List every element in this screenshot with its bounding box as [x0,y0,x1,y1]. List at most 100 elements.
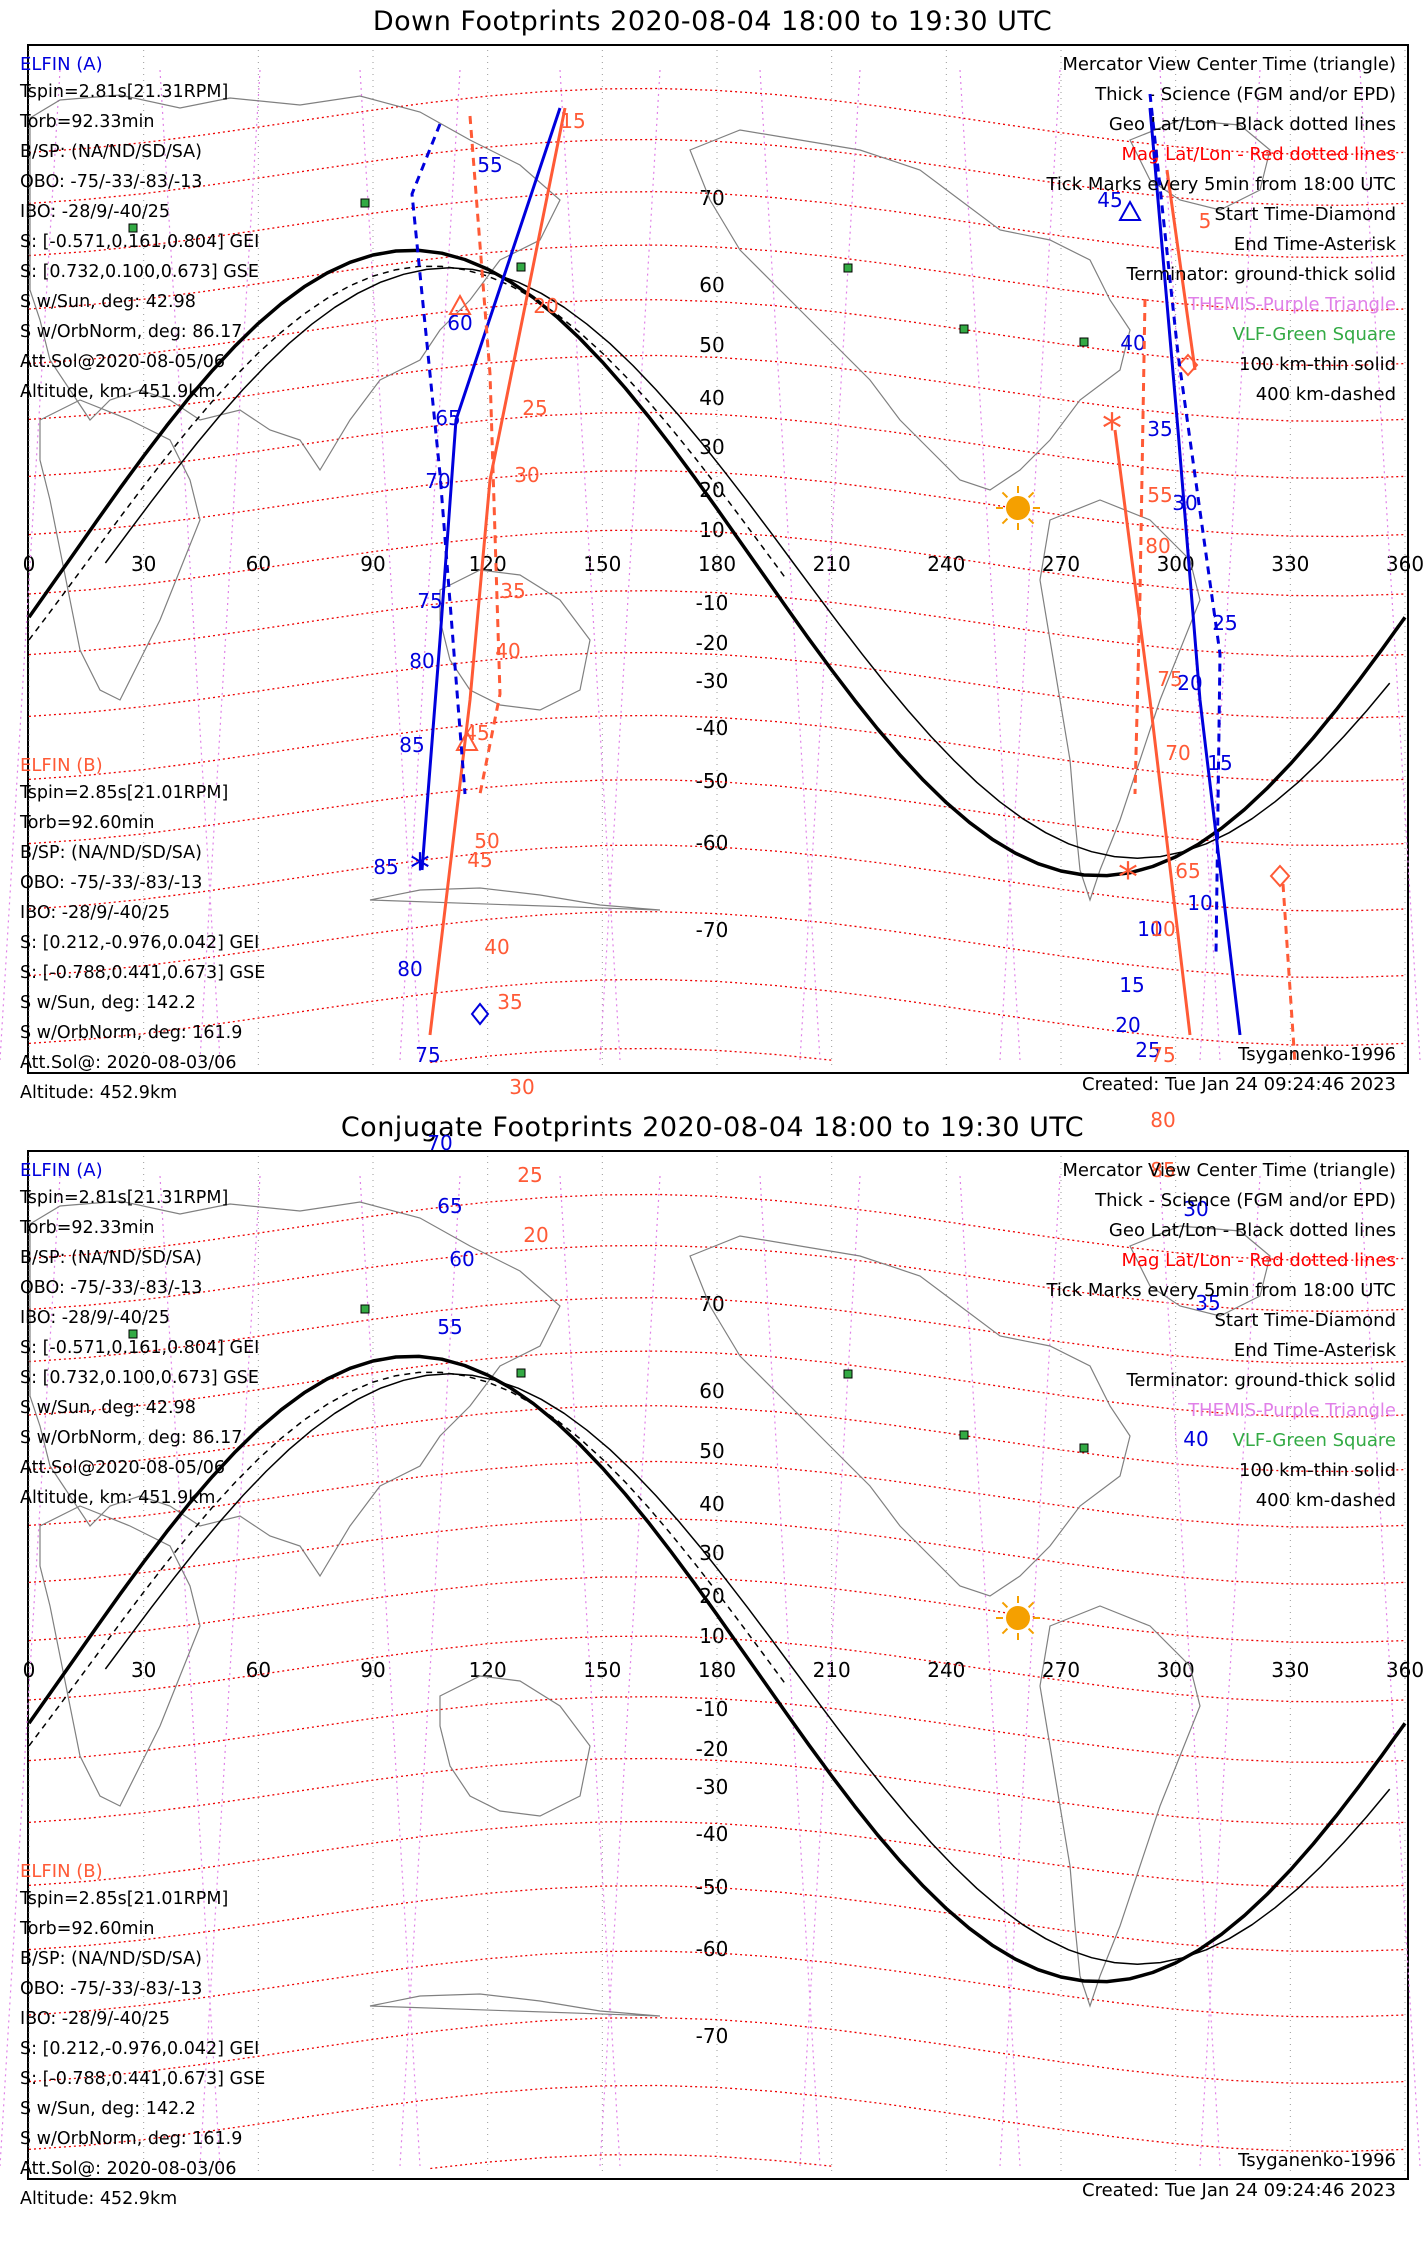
legend-line: 100 km-thin solid [1239,354,1396,375]
lat-tick-label: 10 [699,518,724,542]
elfin-b-tick-label: 35 [500,579,525,603]
elfin-a-tick-label: 85 [373,855,398,879]
legend-line: Start Time-Diamond [1214,204,1396,225]
lat-tick-label: 50 [699,333,724,357]
elfin-b-info-line: Torb=92.60min [19,813,155,833]
elfin-b-info-line: Att.Sol@: 2020-08-03/06 [20,1053,236,1073]
elfin-b-info-line: S: [0.212,-0.976,0.042] GEI [20,933,259,953]
elfin-b-info-line: Torb=92.60min [19,1919,155,1939]
elfin-b-info-line: Altitude: 452.9km [20,2189,177,2209]
coastline [369,1993,661,2017]
elfin-a-info-line: OBO: -75/-33/-83/-13 [20,1278,202,1298]
elfin-a-info-line: S: [-0.571,0.161,0.804] GEI [20,1338,259,1358]
vlf-station-marker [1079,337,1089,347]
elfin-b-tick-label: 45 [467,848,492,872]
terminator-ground [27,248,1407,878]
lat-tick-label: -30 [696,1775,729,1799]
mag-lat-line [28,1460,1406,1528]
sun-ray [1027,1601,1035,1609]
elfin-a-info-line: Tspin=2.81s[21.31RPM] [19,1188,228,1208]
terminator-400km [28,1371,787,1747]
elfin-b-info-line: S w/OrbNorm, deg: 161.9 [20,2129,242,2149]
elfin-a-track-west [410,123,467,795]
mag-lat-line [28,1350,1406,1418]
legend-line: Mercator View Center Time (triangle) [1062,54,1396,75]
start-diamond-b [1269,864,1291,888]
elfin-b-tick-label: 75 [1157,667,1182,691]
elfin-a-tick-label: 25 [1135,1038,1160,1062]
elfin-a-tick-label: 75 [417,589,442,613]
elfin-a-tick-label: 45 [1097,188,1122,212]
elfin-a-tick-label: 15 [1119,973,1144,997]
elfin-b-tick-label: 50 [474,829,499,853]
mag-lat-line [28,299,1406,367]
mag-lat-line [28,911,1406,979]
mag-lat-line [28,590,1406,658]
end-asterisk-b: * [1102,406,1122,452]
elfin-a-name: ELFIN (A) [20,1160,103,1181]
mag-meridian [759,1175,821,2167]
elfin-b-info-line: Att.Sol@: 2020-08-03/06 [20,2159,236,2179]
elfin-a-track-east [1148,93,1222,955]
mag-lat-line [28,411,1406,479]
elfin-a-info-line: S w/Sun, deg: 42.98 [20,292,196,312]
elfin-b-tick-label: 10 [1150,917,1175,941]
mag-lat-line [28,1885,1406,1953]
elfin-a-tick-label: 75 [415,1043,440,1067]
elfin-a-tick-label: 10 [1137,917,1162,941]
elfin-b-info-line: S w/OrbNorm, deg: 161.9 [20,1023,242,1043]
coastline [39,1505,201,1807]
elfin-a-info-line: IBO: -28/9/-40/25 [20,1308,170,1328]
elfin-b-tick-label: 30 [514,463,539,487]
elfin-a-info-line: Att.Sol@2020-08-05/06 [20,1458,225,1478]
vlf-station-marker [843,263,853,273]
elfin-a-info-line: Altitude, km: 451.9km [20,382,215,402]
elfin-b-name: ELFIN (B) [20,1861,103,1882]
elfin-a-tick-label: 70 [427,1131,452,1155]
elfin-a-info-line: S w/Sun, deg: 42.98 [20,1398,196,1418]
elfin-b-info-line: S w/Sun, deg: 142.2 [20,993,196,1013]
model-label: Tsyganenko-1996 [1237,1044,1396,1065]
elfin-b-tick-label: 55 [1147,483,1172,507]
elfin-a-tick-label: 35 [1195,1291,1220,1315]
elfin-b-info-line: S: [-0.788,0.441,0.673] GSE [20,963,265,983]
legend-line: VLF-Green Square [1233,1430,1396,1451]
terminator-100km [104,267,1391,859]
legend-line: Mag Lat/Lon - Red dotted lines [1121,1250,1396,1271]
elfin-b-tick-label: 40 [484,935,509,959]
elfin-a-info-line: S w/OrbNorm, deg: 86.17 [20,1428,242,1448]
elfin-a-tick-label: 20 [1115,1013,1140,1037]
elfin-a-tick-label: 65 [437,1194,462,1218]
mag-lat-line [28,978,1406,1046]
elfin-a-info-line: Torb=92.33min [19,1218,155,1238]
mag-meridian [399,69,461,1061]
mag-lat-line [28,1820,1406,1888]
sun-ray [1001,517,1009,525]
vlf-station-marker [843,1369,853,1379]
legend-line: 400 km-dashed [1256,384,1396,405]
legend-line: THEMIS-Purple Triangle [1187,1400,1396,1421]
end-asterisk-a: * [410,846,430,892]
legend-line: Thick - Science (FGM and/or EPD) [1094,1190,1396,1211]
legend-line: Terminator: ground-thick solid [1125,264,1396,285]
mag-lat-line [28,1635,1406,1703]
start-diamond-b [1177,353,1199,377]
lat-tick-label: 40 [699,386,724,410]
elfin-b-tick-label: 20 [533,294,558,318]
lat-tick-label: 70 [699,186,724,210]
vlf-station-marker [128,1329,138,1339]
sun-ray [1001,1601,1009,1609]
sun-ray [1001,1627,1009,1635]
legend-line: End Time-Asterisk [1234,234,1397,255]
mag-lat-line [28,1757,1406,1825]
lat-tick-label: -20 [696,631,729,655]
legend-line: Mercator View Center Time (triangle) [1062,1160,1396,1181]
mag-lat-line [28,87,1406,155]
mag-lat-line [28,1193,1406,1261]
panel-title-down: Down Footprints 2020-08-04 18:00 to 19:3… [372,6,1053,37]
legend-line: 100 km-thin solid [1239,1460,1396,1481]
elfin-a-track-west [420,107,562,871]
legend-line: Geo Lat/Lon - Black dotted lines [1109,114,1396,135]
sun-ray [1001,491,1009,499]
